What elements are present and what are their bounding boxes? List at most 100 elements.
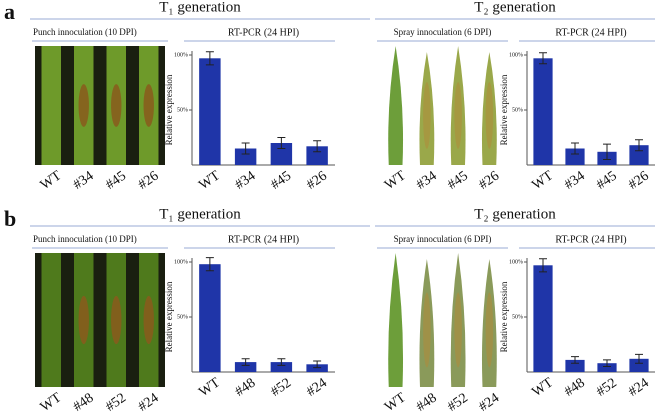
- bar: [533, 265, 553, 372]
- photo-label: #52: [445, 391, 471, 414]
- bar: [199, 264, 221, 372]
- y-tick-label: 100%: [174, 259, 188, 265]
- lesion: [454, 82, 462, 149]
- photo-label: #48: [71, 391, 97, 414]
- y-axis-label: Relative expression: [499, 74, 509, 145]
- leaf-blade: [388, 46, 404, 165]
- error-bar: [313, 140, 322, 153]
- leaf-blade: [41, 46, 61, 165]
- error-bar: [603, 359, 611, 367]
- photo-title: Punch innoculation (10 DPI): [33, 234, 137, 244]
- photo-title: Punch innoculation (10 DPI): [33, 27, 137, 37]
- error-bar: [539, 52, 547, 65]
- photo-label: #24: [136, 391, 162, 414]
- lesion: [454, 292, 462, 368]
- bar: [533, 58, 553, 165]
- y-tick-label: 100%: [174, 52, 188, 58]
- photo-label: #48: [414, 391, 440, 414]
- bar: [306, 146, 328, 165]
- photo-label: #45: [103, 169, 129, 193]
- error-bar: [241, 142, 250, 155]
- x-tick-label: #48: [562, 376, 588, 400]
- photo-title: Spray innoculation (6 DPI): [394, 27, 492, 37]
- lesion: [143, 84, 154, 127]
- x-tick-label: #26: [626, 169, 652, 193]
- lesion: [423, 292, 431, 368]
- section-title: T₂ generation: [474, 206, 556, 222]
- x-tick-label: #45: [594, 169, 620, 193]
- photo-label: WT: [382, 390, 409, 414]
- y-axis-label: Relative expression: [164, 74, 174, 145]
- bar: [270, 362, 293, 372]
- photo-label: #26: [476, 169, 502, 193]
- error-bar: [277, 358, 286, 366]
- lesion: [423, 82, 431, 149]
- x-tick-label: WT: [530, 375, 557, 400]
- x-tick-label: #45: [268, 169, 294, 193]
- photo-label: #34: [414, 169, 440, 193]
- x-tick-label: WT: [196, 375, 223, 400]
- y-tick-label: 50%: [177, 314, 188, 320]
- error-bar: [205, 51, 214, 66]
- x-tick-label: #26: [304, 169, 330, 193]
- bar: [565, 148, 585, 165]
- error-bar: [205, 257, 214, 272]
- error-bar: [277, 137, 286, 149]
- leaf-blade: [388, 253, 404, 387]
- x-tick-label: WT: [530, 168, 557, 193]
- x-tick-label: #24: [626, 376, 652, 400]
- bar: [306, 364, 328, 372]
- photo-label: #45: [445, 169, 471, 193]
- lesion: [485, 82, 494, 149]
- bar: [629, 145, 649, 165]
- x-tick-label: #52: [268, 376, 294, 400]
- bar: [629, 358, 649, 372]
- x-tick-label: #48: [233, 376, 259, 400]
- error-bar: [313, 360, 322, 369]
- x-tick-label: #34: [233, 169, 259, 193]
- x-tick-label: WT: [196, 168, 223, 193]
- lesion: [111, 84, 122, 127]
- error-bar: [241, 358, 250, 366]
- error-bar: [603, 143, 611, 160]
- photo-label: #26: [136, 169, 162, 193]
- y-tick-label: 50%: [512, 314, 523, 320]
- photo-label: WT: [38, 390, 65, 414]
- lesion: [78, 84, 89, 127]
- bar: [234, 148, 257, 165]
- y-tick-label: 100%: [509, 52, 523, 58]
- lesion: [111, 295, 122, 345]
- photo-label: WT: [382, 168, 409, 193]
- section-title: T₁ generation: [159, 206, 241, 222]
- bar: [597, 363, 617, 372]
- panel-label: b: [4, 206, 16, 231]
- error-bar: [635, 353, 643, 364]
- y-tick-label: 100%: [509, 259, 523, 265]
- leaf-blade: [41, 253, 61, 387]
- error-bar: [571, 356, 579, 364]
- x-tick-label: #52: [594, 376, 620, 400]
- chart-title: RT-PCR (24 HPI): [228, 27, 299, 38]
- photo-label: #24: [476, 391, 502, 414]
- lesion: [143, 295, 154, 345]
- photo-label: WT: [38, 168, 65, 193]
- photo-label: #52: [103, 391, 129, 414]
- bar: [234, 362, 257, 372]
- bar: [199, 58, 221, 165]
- error-bar: [539, 258, 547, 273]
- bar: [270, 143, 293, 165]
- chart-title: RT-PCR (24 HPI): [228, 234, 299, 245]
- bar: [565, 359, 585, 372]
- y-tick-label: 50%: [512, 107, 523, 113]
- y-axis-label: Relative expression: [499, 281, 509, 352]
- x-tick-label: #24: [304, 376, 330, 400]
- y-axis-label: Relative expression: [164, 281, 174, 352]
- error-bar: [635, 139, 643, 152]
- x-tick-label: #34: [562, 169, 588, 193]
- chart-title: RT-PCR (24 HPI): [555, 234, 626, 245]
- section-title: T₂ generation: [474, 0, 556, 15]
- photo-title: Spray innoculation (6 DPI): [394, 234, 492, 244]
- error-bar: [571, 142, 579, 155]
- lesion: [78, 295, 89, 345]
